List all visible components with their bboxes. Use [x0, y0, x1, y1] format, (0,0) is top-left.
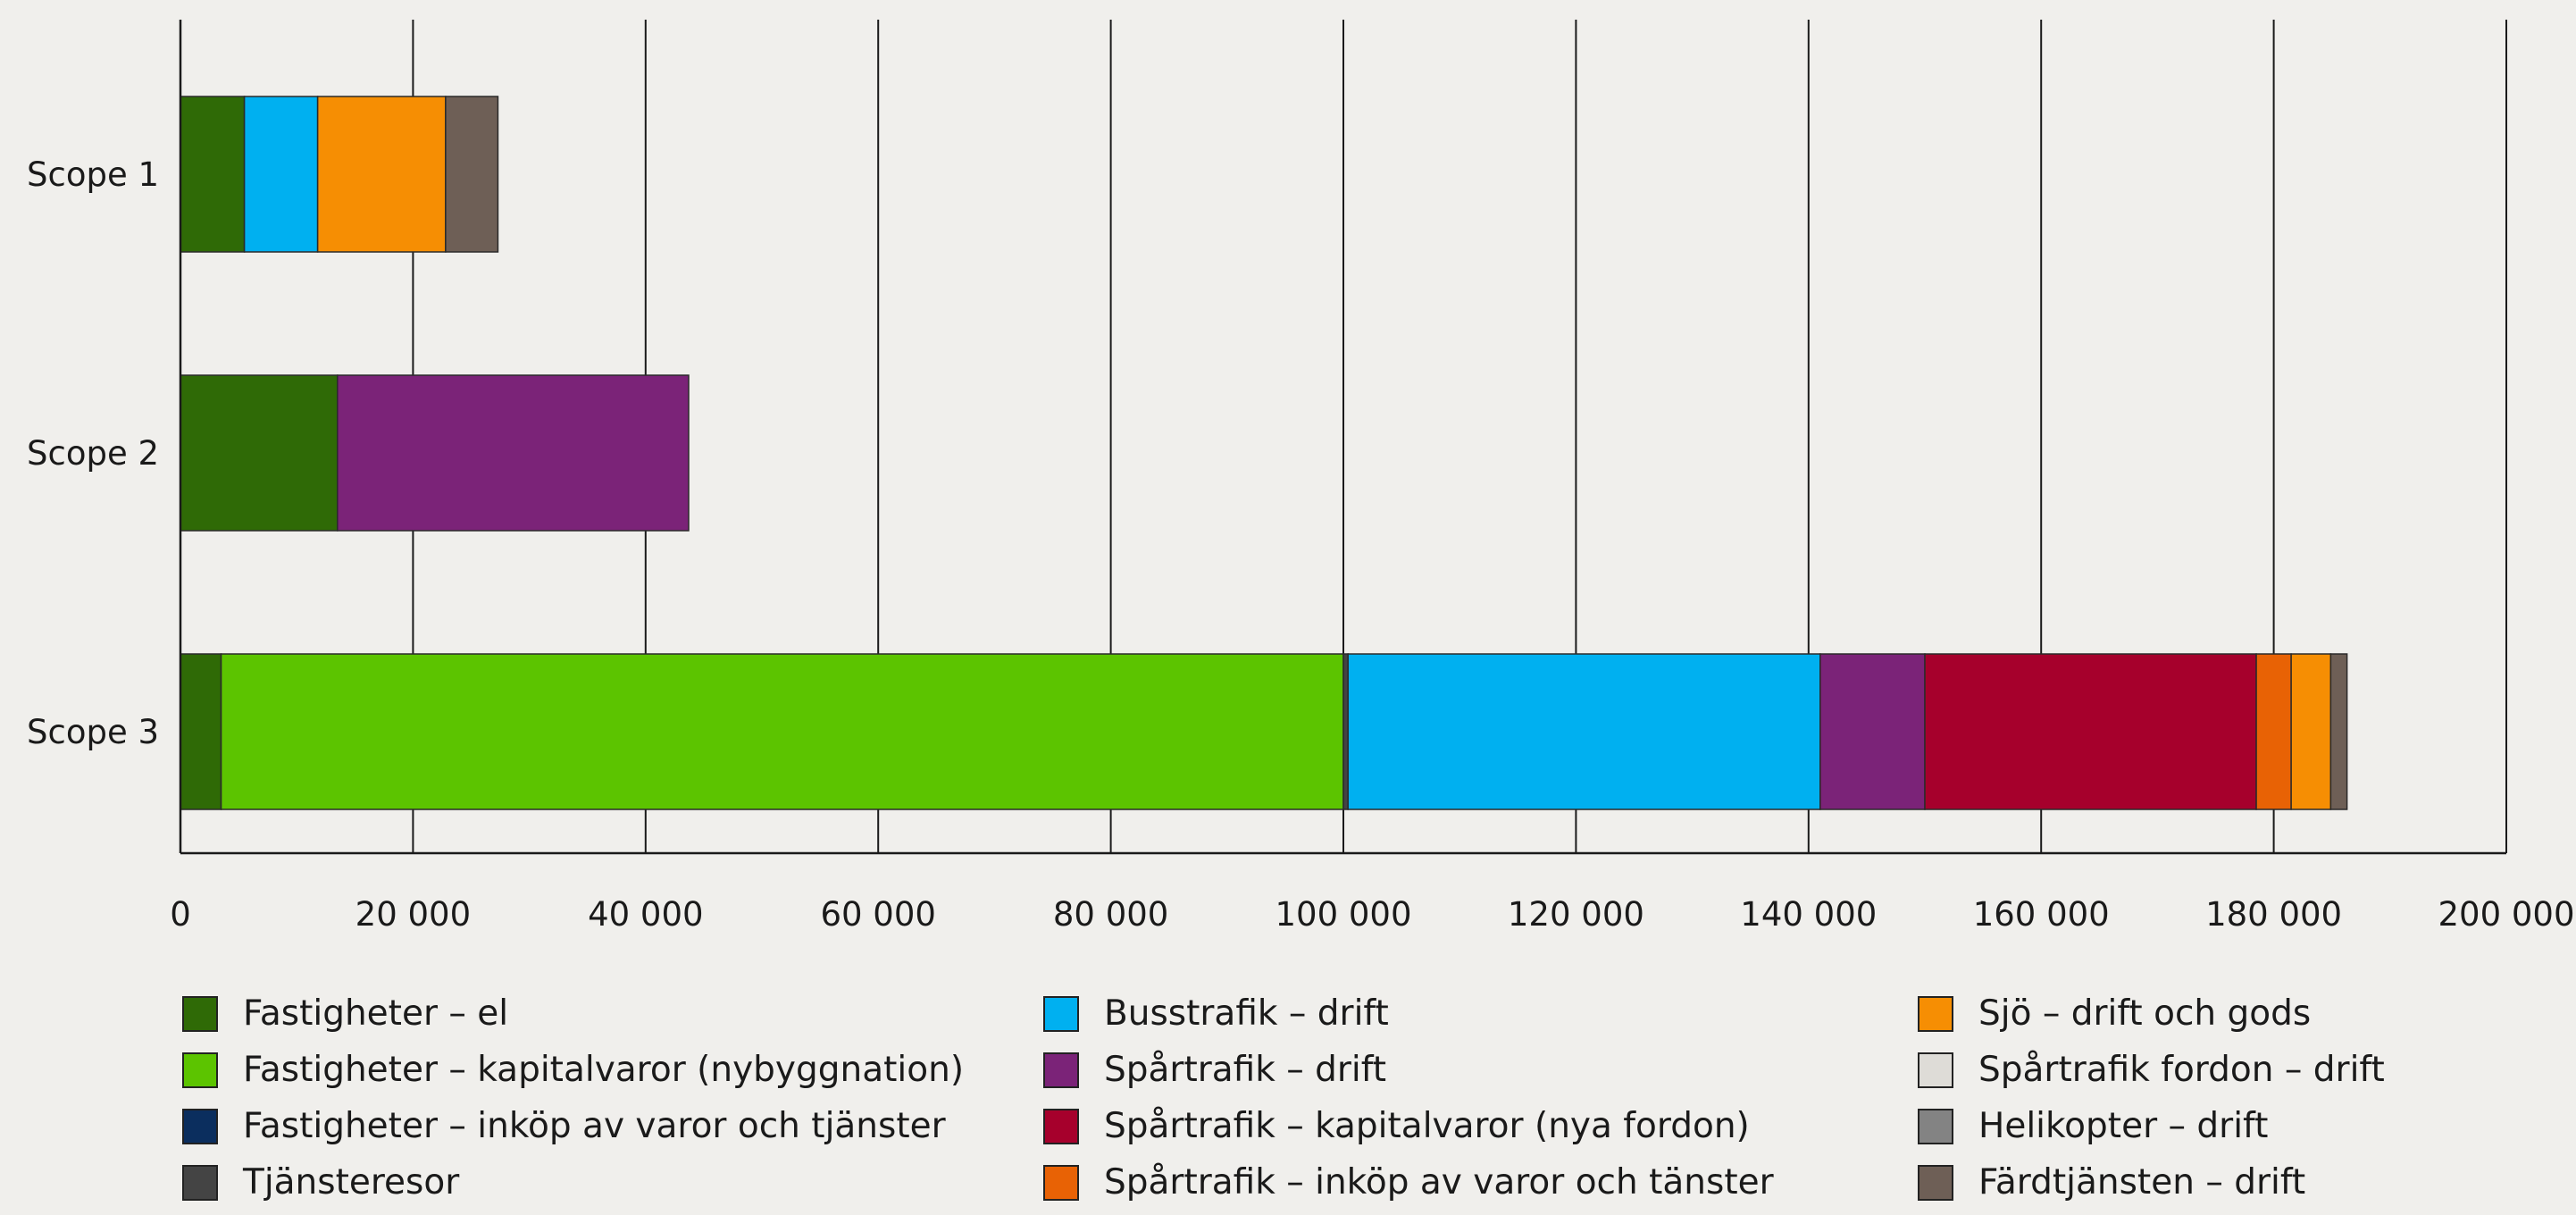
bar-segment — [243, 96, 319, 253]
legend-item: Tjänsteresor — [182, 1156, 459, 1210]
x-tick-label: 40 000 — [588, 895, 703, 934]
legend-item: Fastigheter – el — [182, 987, 508, 1041]
legend-item: Spårtrafik – kapitalvaror (nya fordon) — [1043, 1100, 1750, 1153]
legend-swatch — [182, 996, 218, 1032]
legend-swatch — [1918, 1165, 1953, 1201]
x-tick-label: 120 000 — [1508, 895, 1644, 934]
legend: Fastigheter – el Fastigheter – kapitalvar… — [0, 983, 2576, 1215]
bar-segment — [316, 96, 447, 253]
legend-item: Sjö – drift och gods — [1918, 987, 2311, 1041]
bar-segment — [180, 96, 246, 253]
legend-item: Fastigheter – kapitalvaror (nybyggnation… — [182, 1043, 964, 1097]
x-tick-label: 60 000 — [820, 895, 935, 934]
legend-item: Spårtrafik – drift — [1043, 1043, 1386, 1097]
legend-item: Busstrafik – drift — [1043, 987, 1389, 1041]
legend-label: Busstrafik – drift — [1104, 993, 1389, 1034]
legend-label: Fastigheter – inköp av varor och tjänste… — [243, 1106, 946, 1146]
bar-segment — [1342, 653, 1349, 810]
legend-label: Spårtrafik – drift — [1104, 1050, 1387, 1090]
legend-item: Helikopter – drift — [1918, 1100, 2268, 1153]
chart: 0 20 000 40 000 60 000 80 000 100 000 120 000 1… — [27, 20, 2575, 934]
bar-segment — [180, 653, 222, 810]
legend-item: Spårtrafik – inköp av varor och tänster — [1043, 1156, 1774, 1210]
legend-swatch — [1918, 1052, 1953, 1088]
legend-swatch — [1043, 996, 1079, 1032]
x-tick-label: 0 — [170, 895, 191, 934]
legend-item: Spårtrafik fordon – drift — [1918, 1043, 2385, 1097]
x-tick-label: 100 000 — [1275, 895, 1411, 934]
legend-swatch — [1043, 1165, 1079, 1201]
legend-label: Spårtrafik fordon – drift — [1978, 1050, 2385, 1090]
legend-swatch — [1043, 1109, 1079, 1144]
grid-lines — [412, 20, 2507, 853]
legend-label: Helikopter – drift — [1978, 1106, 2269, 1146]
bar-segment — [337, 374, 690, 532]
legend-label: Färdtjänsten – drift — [1978, 1162, 2306, 1202]
legend-label: Fastigheter – kapitalvaror (nybyggnation… — [243, 1050, 965, 1090]
x-tick-label: 180 000 — [2205, 895, 2342, 934]
labels: 0 20 000 40 000 60 000 80 000 100 000 120 000 1… — [27, 155, 2575, 934]
legend-item: Färdtjänsten – drift — [1918, 1156, 2305, 1210]
legend-swatch — [182, 1052, 218, 1088]
x-tick-label: 80 000 — [1053, 895, 1168, 934]
x-tick-label: 140 000 — [1740, 895, 1877, 934]
category-label: Scope 1 — [27, 155, 159, 194]
bar-segment — [1347, 653, 1821, 810]
x-tick-label: 20 000 — [355, 895, 471, 934]
bar-segment — [2290, 653, 2332, 810]
legend-swatch — [182, 1165, 218, 1201]
legend-label: Spårtrafik – inköp av varor och tänster — [1104, 1162, 1774, 1202]
axes — [179, 20, 2506, 855]
legend-label: Spårtrafik – kapitalvaror (nya fordon) — [1104, 1106, 1750, 1146]
x-tick-label: 200 000 — [2438, 895, 2574, 934]
legend-label: Sjö – drift och gods — [1978, 993, 2312, 1034]
bar-segment — [220, 653, 1344, 810]
bar-segment — [2329, 653, 2348, 810]
bars — [180, 96, 2348, 810]
legend-item: Fastigheter – inköp av varor och tjänste… — [182, 1100, 946, 1153]
legend-swatch — [182, 1109, 218, 1144]
bar-segment — [180, 374, 339, 532]
legend-swatch — [1918, 1109, 1953, 1144]
bar-segment — [2255, 653, 2292, 810]
category-label: Scope 3 — [27, 713, 159, 751]
legend-swatch — [1043, 1052, 1079, 1088]
category-label: Scope 2 — [27, 434, 159, 473]
bar-segment — [1924, 653, 2257, 810]
bar-segment — [445, 96, 499, 253]
bar-segment — [1819, 653, 1926, 810]
x-tick-label: 160 000 — [1973, 895, 2110, 934]
legend-label: Fastigheter – el — [243, 993, 509, 1034]
legend-label: Tjänsteresor — [243, 1162, 460, 1202]
legend-swatch — [1918, 996, 1953, 1032]
